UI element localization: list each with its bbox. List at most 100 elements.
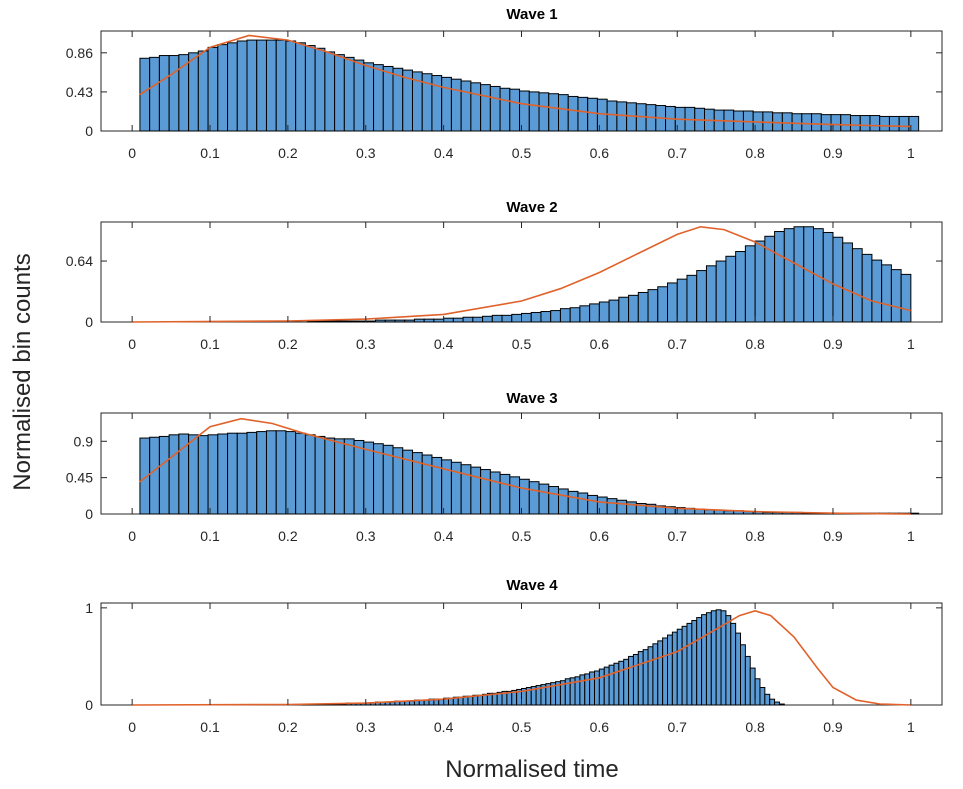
histogram-bar [207, 46, 219, 132]
histogram-bar [701, 614, 707, 706]
histogram-bar [326, 320, 338, 323]
histogram-bar [606, 100, 618, 132]
histogram-bar [589, 303, 600, 323]
histogram-bar [538, 483, 550, 515]
histogram-bar [735, 251, 746, 323]
histogram-bar [538, 92, 550, 132]
histogram-bar [869, 115, 881, 132]
histogram-bar [227, 42, 238, 132]
histogram-bar [890, 269, 902, 323]
histogram-bar [450, 78, 462, 132]
x-tick-label: 1 [907, 528, 915, 544]
histogram-bar [725, 255, 737, 323]
x-tick-label: 0.1 [200, 336, 220, 352]
histogram-bar [413, 318, 425, 323]
y-tick-label: 0 [85, 123, 93, 139]
histogram-bar [217, 44, 229, 132]
histogram-bar [316, 320, 328, 323]
histogram-bar [178, 433, 190, 515]
histogram-bar [256, 431, 267, 515]
x-tick-label: 0.7 [668, 145, 688, 161]
histogram-bar [559, 308, 571, 323]
histogram-bar [472, 316, 484, 323]
histogram-bar [365, 320, 376, 323]
y-tick-label: 0.43 [66, 84, 93, 100]
y-tick-label: 0 [85, 697, 93, 713]
histogram-bar [265, 430, 277, 515]
histogram-bar [657, 640, 664, 706]
histogram-bar [343, 56, 355, 132]
histogram-bar [452, 317, 464, 323]
histogram-bar [628, 294, 639, 323]
x-tick-label: 0.7 [668, 719, 688, 735]
histogram-bar [879, 115, 890, 132]
y-axis-label: Normalised bin counts [9, 253, 36, 490]
histogram-bar [735, 632, 742, 706]
x-tick-label: 0.3 [356, 336, 376, 352]
histogram-bar [850, 115, 861, 132]
x-tick-label: 0.5 [512, 145, 532, 161]
histogram-bar [489, 85, 501, 132]
histogram-bar [881, 264, 892, 323]
x-tick-label: 0.7 [668, 528, 688, 544]
histogram-bar [511, 313, 523, 323]
histogram-bar [394, 319, 406, 323]
histogram-bar [275, 39, 287, 132]
histogram-bar [567, 490, 579, 515]
subplot-title: Wave 2 [506, 199, 557, 216]
histogram-bar [409, 700, 415, 706]
histogram-bar [616, 499, 628, 515]
histogram-bar [392, 67, 404, 132]
x-tick-label: 0 [128, 528, 136, 544]
histogram-bar [657, 286, 669, 323]
x-tick-label: 0.2 [278, 528, 298, 544]
histogram-bar [744, 655, 751, 706]
x-tick-label: 0.9 [823, 145, 843, 161]
histogram-bar [715, 260, 727, 323]
histogram-bar [764, 693, 771, 706]
histogram-bar [774, 701, 780, 706]
histogram-bar [431, 75, 443, 132]
histogram-bar [345, 320, 357, 323]
histogram-bar [480, 84, 491, 132]
histogram-bar [548, 93, 559, 132]
histogram-bar [295, 42, 306, 132]
histogram-bar [314, 47, 326, 132]
histogram-bar [443, 317, 454, 323]
x-tick-label: 0.3 [356, 719, 376, 735]
histogram-bar [598, 301, 610, 323]
histogram-bar [501, 314, 513, 323]
histogram-bar [667, 634, 673, 706]
x-tick-label: 0.8 [745, 719, 765, 735]
histogram-bar [579, 674, 586, 706]
x-tick-label: 0.6 [590, 336, 610, 352]
histogram-bar [740, 644, 746, 706]
histogram-bar [470, 82, 482, 132]
histogram-bar [820, 114, 832, 132]
histogram-bar [491, 692, 498, 706]
x-tick-label: 0.7 [668, 336, 688, 352]
histogram-bar [384, 319, 396, 323]
y-tick-label: 0 [85, 506, 93, 522]
histogram-bar [528, 481, 540, 515]
histogram-bar [509, 88, 521, 132]
x-tick-label: 0.9 [823, 719, 843, 735]
x-tick-label: 0.1 [200, 719, 220, 735]
x-tick-label: 0 [128, 145, 136, 161]
x-tick-label: 0 [128, 719, 136, 735]
histogram-bar [324, 51, 336, 132]
histogram-bar [577, 96, 589, 132]
x-tick-label: 0.2 [278, 719, 298, 735]
x-tick-label: 0.6 [590, 719, 610, 735]
histogram-bar [744, 245, 756, 323]
histogram-bar [480, 469, 491, 515]
histogram-bar [285, 431, 297, 515]
histogram-bar [577, 492, 589, 515]
x-tick-label: 0.4 [434, 336, 454, 352]
x-tick-label: 0.8 [745, 528, 765, 544]
x-tick-label: 0.6 [590, 145, 610, 161]
y-tick-label: 0 [85, 314, 93, 330]
histogram-bar [859, 115, 871, 132]
histogram-bar [705, 612, 712, 706]
histogram-bar [256, 39, 267, 132]
